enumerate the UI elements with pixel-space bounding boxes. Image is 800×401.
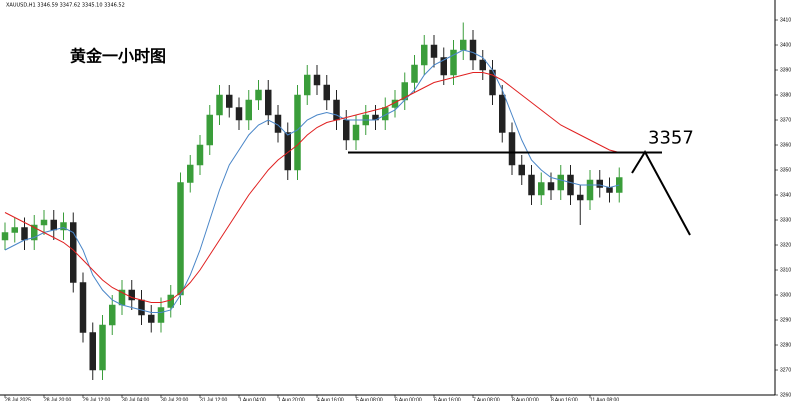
candle-body: [79, 282, 87, 333]
candle-body: [216, 94, 223, 116]
candle-body: [518, 164, 525, 176]
y-tick-label: 3320: [780, 242, 791, 248]
x-tick-label: 30 Jul 20:00: [161, 397, 188, 401]
candle-body: [245, 99, 252, 121]
y-tick-label: 3290: [780, 317, 791, 323]
candle-body: [557, 174, 564, 191]
candle-body: [411, 64, 418, 83]
candle-body: [606, 187, 613, 193]
candle-body: [265, 89, 272, 116]
x-tick-label: 5 Aug 08:00: [356, 397, 383, 401]
candle-body: [50, 219, 57, 231]
candle-body: [235, 107, 243, 121]
candle-body: [460, 39, 467, 51]
candle-body: [440, 57, 447, 76]
y-tick-label: 3360: [780, 142, 791, 148]
header: XAUUSD,H1 3346.59 3347.62 3345.10 3346.5…: [6, 3, 125, 9]
y-tick-label: 3300: [780, 292, 791, 298]
candle-body: [421, 44, 428, 66]
y-tick-label: 3380: [780, 92, 791, 98]
candle-body: [157, 307, 165, 323]
x-tick-label: 31 Jul 12:00: [200, 397, 227, 401]
y-tick-label: 3330: [780, 217, 791, 223]
candle-body: [21, 227, 28, 241]
candle-body: [109, 304, 116, 326]
candle-body: [469, 39, 477, 61]
y-tick-label: 3370: [780, 117, 791, 123]
x-tick-label: 1 Aug 20:00: [278, 397, 305, 401]
y-tick-label: 3410: [780, 17, 791, 23]
chart-title: 黄金一小时图: [70, 47, 166, 66]
candle-body: [138, 299, 145, 316]
x-tick-label: 4 Aug 16:00: [317, 397, 344, 401]
y-tick-label: 3400: [780, 42, 791, 48]
x-tick-label: 8 Aug 16:00: [551, 397, 578, 401]
candle-body: [577, 194, 584, 201]
candle-body: [196, 144, 204, 166]
candle-body: [508, 132, 516, 166]
y-tick-label: 3310: [780, 267, 791, 273]
x-tick-label: 29 Jul 12:00: [83, 397, 110, 401]
candle-body: [333, 99, 340, 121]
candle-body: [255, 89, 262, 101]
candle-body: [31, 224, 38, 241]
candle-body: [11, 227, 18, 233]
moving-average: [4, 49, 620, 313]
candle-body: [40, 219, 48, 226]
candle-body: [499, 94, 506, 133]
candle-body: [596, 179, 603, 188]
x-tick-label: 6 Aug 16:00: [434, 397, 461, 401]
candle-body: [89, 332, 96, 371]
candle-body: [479, 59, 486, 71]
candle-body: [430, 44, 438, 58]
candle-body: [167, 294, 174, 308]
candle-body: [547, 182, 555, 191]
x-tick-label: 30 Jul 04:00: [122, 397, 149, 401]
x-tick-label: 6 Aug 00:00: [395, 397, 422, 401]
candle-body: [128, 289, 135, 301]
candle-body: [294, 94, 301, 171]
y-tick-label: 3390: [780, 67, 791, 73]
candle-body: [148, 314, 155, 323]
moving-average: [4, 72, 620, 303]
y-tick-label: 3270: [780, 367, 791, 373]
x-tick-label: 1 Aug 04:00: [239, 397, 266, 401]
candle-body: [226, 94, 233, 108]
candle-body: [304, 74, 311, 96]
candle-body: [313, 74, 321, 86]
candle-body: [284, 132, 291, 171]
x-tick-label: 28 Jul 20:00: [44, 397, 71, 401]
y-tick-label: 3340: [780, 192, 791, 198]
level-label: 3357: [648, 128, 694, 149]
candle-body: [343, 119, 350, 141]
x-tick-label: 8 Aug 00:00: [512, 397, 539, 401]
candle-body: [528, 174, 535, 196]
candle-body: [567, 174, 574, 196]
y-tick-label: 3280: [780, 342, 791, 348]
candle-body: [99, 324, 106, 371]
candle-body: [352, 124, 360, 141]
candle-body: [177, 182, 184, 296]
y-tick-label: 3350: [780, 167, 791, 173]
x-tick-label: 28 Jul 2025: [5, 397, 31, 401]
candle-body: [1, 232, 9, 241]
x-tick-label: 7 Aug 08:00: [473, 397, 500, 401]
candle-body: [538, 182, 545, 196]
x-tick-label: 11 Aug 08:00: [590, 397, 619, 401]
candle-body: [187, 164, 194, 183]
candle-body: [60, 222, 67, 231]
candle-body: [450, 49, 457, 76]
candle-body: [586, 179, 594, 201]
y-tick-label: 3260: [780, 392, 791, 398]
candle-body: [323, 84, 330, 101]
candle-body: [206, 114, 213, 146]
